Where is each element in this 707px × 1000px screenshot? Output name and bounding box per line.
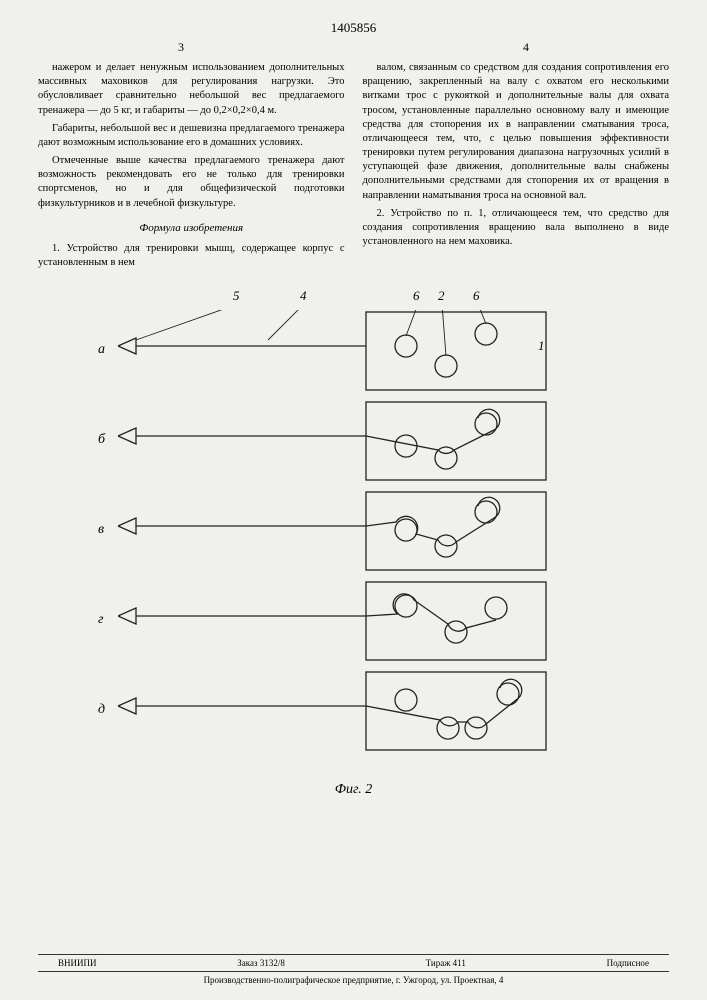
formula-title: Формула изобретения [38, 221, 345, 236]
footer-org: ВНИИПИ [58, 958, 97, 968]
footer-addr: Производственно-полиграфическое предприя… [38, 972, 669, 988]
diagram-d [118, 670, 558, 754]
para: Габариты, небольшой вес и дешевизна пред… [38, 122, 345, 150]
callout-6a: 6 [413, 288, 420, 304]
text-columns: нажером и делает ненужным использованием… [38, 61, 669, 274]
diagram-b [118, 400, 558, 484]
callout-4: 4 [300, 288, 307, 304]
para: 1. Устройство для тренировки мышц, содер… [38, 242, 345, 270]
para: валом, связанным со средством для создан… [363, 61, 670, 203]
footer: ВНИИПИ Заказ 3132/8 Тираж 411 Подписное … [38, 954, 669, 988]
diagram-v [118, 490, 558, 574]
callout-2: 2 [438, 288, 445, 304]
page-num-right: 4 [523, 40, 529, 55]
footer-sub: Подписное [607, 958, 649, 968]
left-column: нажером и делает ненужным использованием… [38, 61, 345, 274]
row-label-b: б [98, 432, 105, 448]
para: 2. Устройство по п. 1, отличающееся тем,… [363, 207, 670, 250]
row-label-a: а [98, 342, 105, 358]
right-column: валом, связанным со средством для создан… [363, 61, 670, 274]
para: нажером и делает ненужным использованием… [38, 61, 345, 118]
doc-number: 1405856 [38, 20, 669, 36]
footer-tirazh: Тираж 411 [426, 958, 466, 968]
row-label-v: в [98, 522, 104, 538]
diagram-a [118, 310, 558, 394]
para: Отмеченные выше качества предлагаемого т… [38, 154, 345, 211]
footer-order: Заказ 3132/8 [237, 958, 285, 968]
diagram-g [118, 580, 558, 664]
page-num-left: 3 [178, 40, 184, 55]
figure-caption: Фиг. 2 [38, 782, 669, 798]
row-label-d: д [98, 702, 105, 718]
figure-2: 5 4 6 2 6 1 а [38, 288, 669, 798]
row-label-g: г [98, 612, 103, 628]
callout-5: 5 [233, 288, 240, 304]
callout-6b: 6 [473, 288, 480, 304]
